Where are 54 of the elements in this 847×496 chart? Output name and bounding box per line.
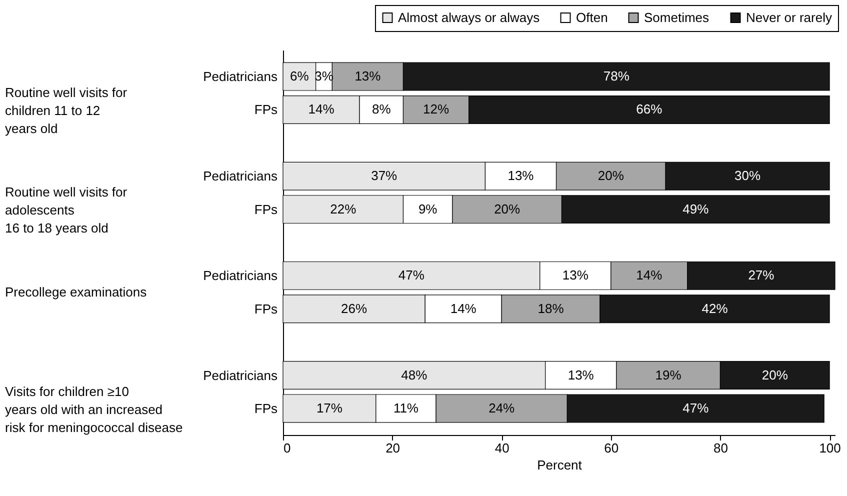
data-label: 11% — [393, 400, 419, 416]
y-tick-label: FPs — [254, 400, 278, 416]
data-label: 14% — [308, 102, 335, 117]
data-label: 6% — [290, 68, 310, 84]
y-tick-label: Pediatricians — [203, 168, 278, 184]
text: Routine well visits for adolescents 16 to 18 years old — [5, 184, 128, 236]
legend-label: Never or rarely — [746, 10, 832, 25]
data-label: 20% — [494, 201, 521, 216]
data-label: 47% — [682, 400, 710, 416]
data-label: 13% — [568, 367, 594, 382]
data-label: 30% — [734, 168, 761, 184]
data-label: 13% — [562, 268, 589, 283]
y-tick-label: Pediatricians — [203, 368, 278, 383]
legend-label: Sometimes — [644, 10, 710, 25]
data-label: 49% — [682, 201, 710, 216]
data-label: 14% — [450, 300, 477, 316]
x-tick-label: 80 — [713, 440, 728, 456]
data-label: 42% — [702, 300, 728, 316]
data-label: 17% — [316, 400, 343, 416]
text: Visits for children ≥10 years old with an increased risk for meningococcal disease — [5, 384, 183, 435]
data-label: 66% — [636, 102, 663, 117]
data-label: 18% — [538, 300, 564, 316]
y-tick-label: FPs — [254, 301, 278, 316]
legend-label: Almost always or always — [398, 10, 540, 25]
data-label: 24% — [488, 400, 516, 416]
y-tick-label: FPs — [254, 202, 278, 217]
data-label: 8% — [372, 102, 392, 117]
x-axis-title: Percent — [537, 458, 582, 472]
text: Routine well visits for children 11 to 12 years old — [5, 85, 128, 136]
data-label: 47% — [398, 268, 425, 283]
data-label: 12% — [423, 102, 450, 117]
x-tick-label: 20 — [386, 440, 400, 456]
data-label: 20% — [598, 168, 624, 184]
y-tick-label: Pediatricians — [203, 268, 278, 284]
data-label: 19% — [655, 367, 682, 382]
data-label: 13% — [354, 68, 382, 84]
x-tick-label: 60 — [604, 440, 619, 456]
data-label: 22% — [330, 201, 357, 216]
x-tick-label: 100 — [819, 440, 841, 456]
data-label: 13% — [508, 168, 534, 184]
data-label: 37% — [371, 168, 398, 184]
data-label: 27% — [748, 268, 775, 283]
data-label: 9% — [418, 201, 438, 216]
data-label: 14% — [636, 268, 663, 283]
y-tick-label: FPs — [254, 102, 278, 118]
data-label: 26% — [341, 300, 368, 316]
legend-label: Often — [576, 10, 608, 25]
x-tick-label: 40 — [494, 440, 510, 456]
data-label: 20% — [762, 367, 788, 382]
data-label: 48% — [401, 367, 428, 382]
text: Precollege examinations — [5, 284, 148, 300]
data-label: 78% — [603, 68, 630, 84]
x-tick-label: 0 — [284, 440, 291, 456]
y-tick-label: Pediatricians — [203, 69, 278, 84]
